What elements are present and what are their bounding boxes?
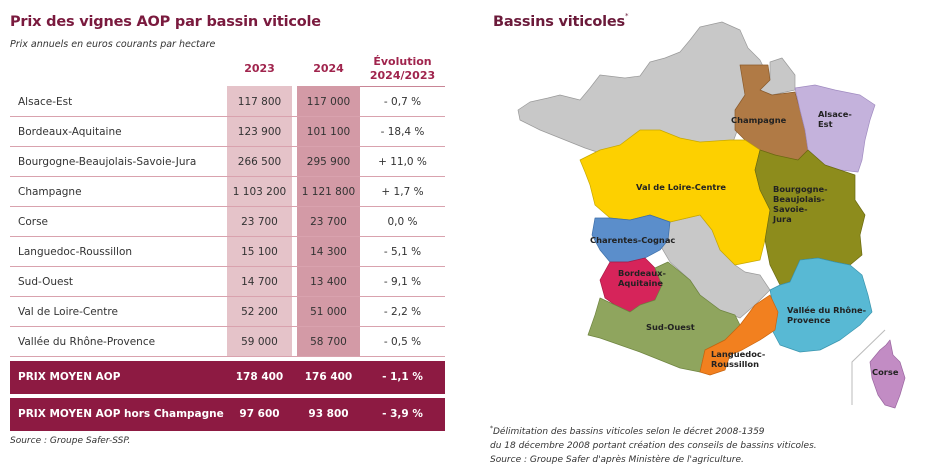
table-row: Val de Loire-Centre 52 200 51 000 - 2,2 … xyxy=(10,297,445,327)
header-evolution-line1: Évolution xyxy=(373,55,432,68)
row-name: Vallée du Rhône-Provence xyxy=(18,336,156,348)
france-wine-regions-map: Champagne Alsace-Est Val de Loire-Centre… xyxy=(517,21,906,409)
total-evolution: - 1,1 % xyxy=(382,371,423,383)
row-evolution: + 11,0 % xyxy=(378,156,427,168)
label-sud-ouest: Sud-Ouest xyxy=(646,322,695,332)
label-languedoc-roussillon: Languedoc-Roussillon xyxy=(711,349,765,369)
label-alsace-est: Alsace-Est xyxy=(818,109,852,129)
row-name: Bourgogne-Beaujolais-Savoie-Jura xyxy=(18,156,197,168)
footnote-marker: * xyxy=(490,425,493,432)
label-bordeaux-aquitaine: Bordeaux-Aquitaine xyxy=(618,268,666,288)
total-value-2023: 178 400 xyxy=(235,371,284,383)
header-evolution-line2: 2024/2023 xyxy=(369,69,436,82)
row-evolution: - 2,2 % xyxy=(383,306,422,318)
row-name: Languedoc-Roussillon xyxy=(18,246,133,258)
region-sud-ouest xyxy=(587,261,741,373)
row-value-2024: 51 000 xyxy=(310,306,347,318)
row-value-2023: 14 700 xyxy=(241,276,278,288)
region-charentes-cognac xyxy=(591,214,671,263)
label-charentes-cognac: Charentes-Cognac xyxy=(590,235,675,245)
row-evolution: - 0,7 % xyxy=(383,96,422,108)
label-champagne: Champagne xyxy=(731,115,787,125)
table-source: Source : Groupe Safer-SSP. xyxy=(10,436,131,446)
total-name: PRIX MOYEN AOP xyxy=(18,371,121,383)
total-row-aop: PRIX MOYEN AOP 178 400 176 400 - 1,1 % xyxy=(10,361,445,394)
label-vallee-du-rhone: Vallée du Rhône-Provence xyxy=(787,305,866,325)
corse-inset-divider xyxy=(851,329,886,405)
row-value-2024: 13 400 xyxy=(310,276,347,288)
region-corse xyxy=(869,339,906,409)
row-value-2024: 23 700 xyxy=(310,216,347,228)
table-subtitle: Prix annuels en euros courants par hecta… xyxy=(10,39,216,50)
table-row: Languedoc-Roussillon 15 100 14 300 - 5,1… xyxy=(10,237,445,267)
header-2024: 2024 xyxy=(313,62,344,75)
row-evolution: - 0,5 % xyxy=(383,336,422,348)
total-value-2023: 97 600 xyxy=(239,408,280,420)
row-evolution: + 1,7 % xyxy=(381,186,424,198)
table-row: Bourgogne-Beaujolais-Savoie-Jura 266 500… xyxy=(10,147,445,177)
column-2024-background xyxy=(297,86,360,357)
table-row: Vallée du Rhône-Provence 59 000 58 700 -… xyxy=(10,327,445,357)
row-value-2024: 295 900 xyxy=(306,156,351,168)
label-bourgogne: Bourgogne-Beaujolais-Savoie-Jura xyxy=(772,184,828,224)
row-name: Bordeaux-Aquitaine xyxy=(18,126,122,138)
column-2023-background xyxy=(227,86,292,357)
row-value-2023: 1 103 200 xyxy=(232,186,287,198)
row-value-2024: 14 300 xyxy=(310,246,347,258)
row-evolution: - 5,1 % xyxy=(383,246,422,258)
table-title: Prix des vignes AOP par bassin viticole xyxy=(10,14,321,30)
row-name: Corse xyxy=(18,216,49,228)
table-row: Alsace-Est 117 800 117 000 - 0,7 % xyxy=(10,87,445,117)
row-value-2024: 1 121 800 xyxy=(301,186,356,198)
table-row: Bordeaux-Aquitaine 123 900 101 100 - 18,… xyxy=(10,117,445,147)
row-evolution: 0,0 % xyxy=(387,216,418,228)
row-evolution: - 9,1 % xyxy=(383,276,422,288)
region-alsace-est xyxy=(794,84,876,173)
header-evolution: Évolution 2024/2023 xyxy=(360,55,445,83)
region-languedoc-roussillon xyxy=(699,294,779,376)
total-evolution: - 3,9 % xyxy=(382,408,423,420)
row-value-2023: 117 800 xyxy=(237,96,282,108)
footnote-marker: * xyxy=(625,12,629,20)
row-name: Champagne xyxy=(18,186,82,198)
total-name: PRIX MOYEN AOP hors Champagne xyxy=(18,408,224,420)
row-value-2023: 123 900 xyxy=(237,126,282,138)
row-value-2023: 15 100 xyxy=(241,246,278,258)
row-evolution: - 18,4 % xyxy=(380,126,425,138)
map-title: Bassins viticoles* xyxy=(493,12,629,30)
row-value-2023: 266 500 xyxy=(237,156,282,168)
total-value-2024: 176 400 xyxy=(304,371,353,383)
total-value-2024: 93 800 xyxy=(308,408,349,420)
row-value-2024: 58 700 xyxy=(310,336,347,348)
row-name: Sud-Ouest xyxy=(18,276,74,288)
row-value-2023: 52 200 xyxy=(241,306,278,318)
row-value-2023: 23 700 xyxy=(241,216,278,228)
table-row: Sud-Ouest 14 700 13 400 - 9,1 % xyxy=(10,267,445,297)
table-row: Corse 23 700 23 700 0,0 % xyxy=(10,207,445,237)
total-row-aop-hors-champagne: PRIX MOYEN AOP hors Champagne 97 600 93 … xyxy=(10,398,445,431)
row-value-2024: 117 000 xyxy=(306,96,351,108)
table-row: Champagne 1 103 200 1 121 800 + 1,7 % xyxy=(10,177,445,207)
header-divider xyxy=(360,86,445,87)
header-2023: 2023 xyxy=(244,62,275,75)
row-name: Val de Loire-Centre xyxy=(18,306,118,318)
row-value-2024: 101 100 xyxy=(306,126,351,138)
row-name: Alsace-Est xyxy=(18,96,73,108)
label-val-de-loire-centre: Val de Loire-Centre xyxy=(636,182,726,192)
row-value-2023: 59 000 xyxy=(241,336,278,348)
map-footnote: *Délimitation des bassins viticoles selo… xyxy=(490,425,817,465)
label-corse: Corse xyxy=(872,367,899,377)
